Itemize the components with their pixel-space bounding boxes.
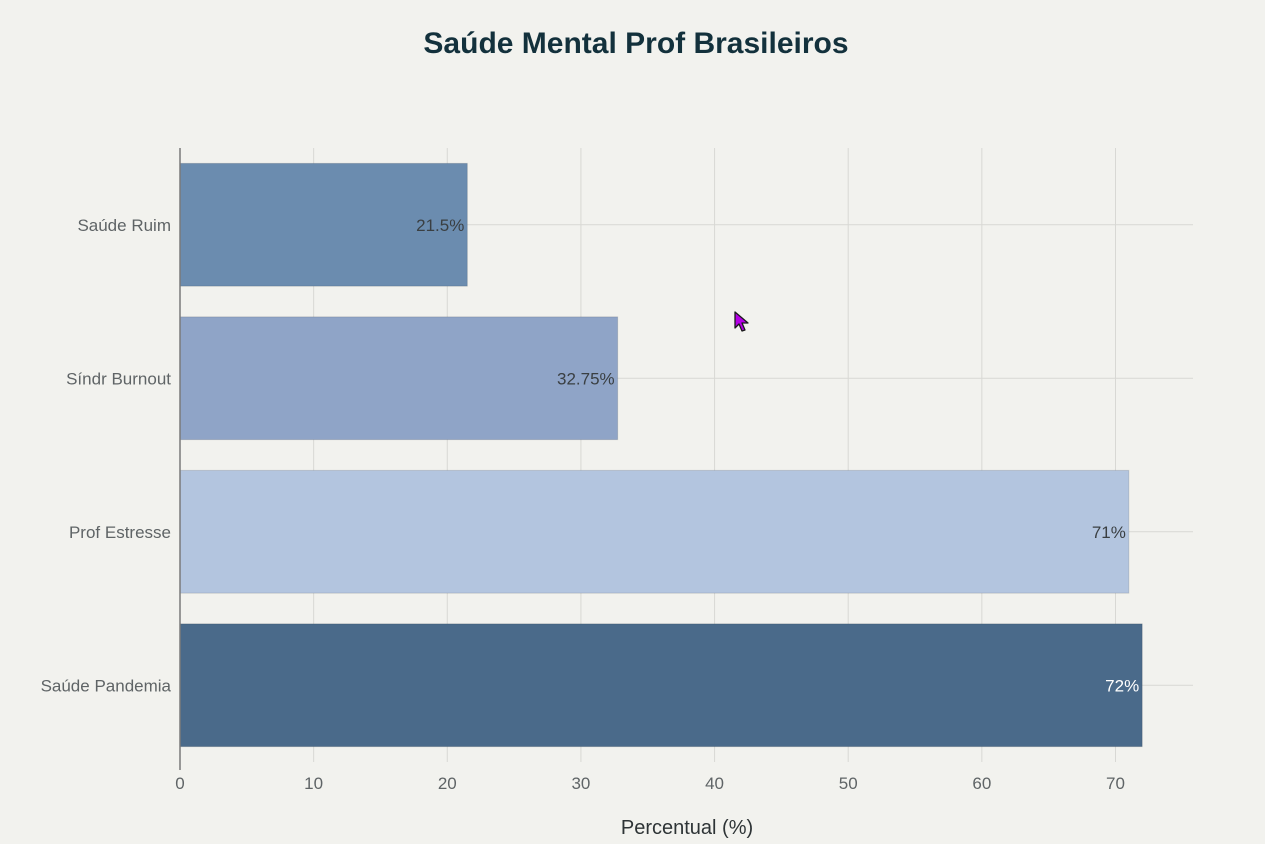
- data-label: 21.5%: [416, 216, 464, 235]
- bar: [179, 623, 1143, 748]
- bar: [179, 316, 619, 441]
- x-tick-label: 10: [304, 774, 323, 793]
- labels-layer: 21.5% Saúde Ruim 32.75% Síndr Burnout 71% Pro…: [41, 216, 1140, 696]
- category-label: Prof Estresse: [69, 523, 171, 542]
- mouse-pointer-icon: [734, 311, 749, 332]
- x-axis-title: Percentual (%): [621, 817, 753, 839]
- data-label: 72%: [1105, 676, 1139, 695]
- data-label: 71%: [1092, 523, 1126, 542]
- chart-title: Saúde Mental Prof Brasileiros: [423, 27, 848, 60]
- x-tick-label: 50: [839, 774, 858, 793]
- x-tick-label: 60: [972, 774, 991, 793]
- x-tick-label: 30: [571, 774, 590, 793]
- x-tick-label: 40: [705, 774, 724, 793]
- category-label: Saúde Ruim: [77, 216, 171, 235]
- ticks-layer: 0 10 20 30 40 50 60 70: [175, 774, 1125, 793]
- x-tick-label: 0: [175, 774, 184, 793]
- bar: [179, 469, 1130, 594]
- category-label: Síndr Burnout: [66, 369, 171, 388]
- x-tick-label: 20: [438, 774, 457, 793]
- category-label: Saúde Pandemia: [41, 676, 172, 695]
- bars-layer: [179, 162, 1143, 748]
- bar: [179, 162, 468, 287]
- x-tick-label: 70: [1106, 774, 1125, 793]
- data-label: 32.75%: [557, 369, 615, 388]
